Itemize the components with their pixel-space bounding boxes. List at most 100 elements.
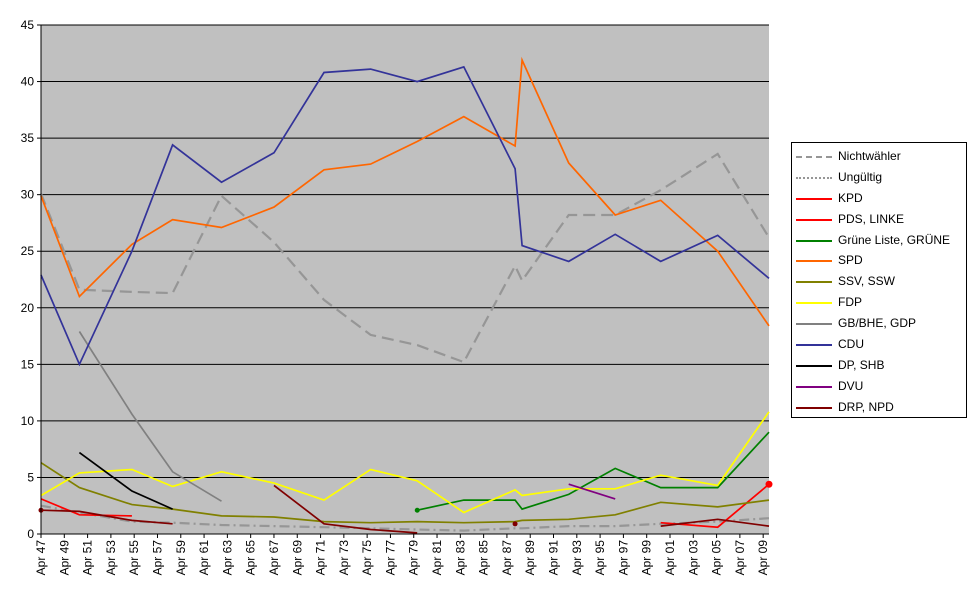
x-tick-label: Apr 87 <box>500 540 514 576</box>
x-tick-label: Apr 01 <box>663 540 677 576</box>
x-tick-label: Apr 55 <box>127 540 141 576</box>
legend-item: Nichtwähler <box>792 146 966 167</box>
legend-swatch <box>796 385 832 388</box>
y-tick-label: 15 <box>21 357 35 371</box>
legend-label: Ungültig <box>838 169 883 184</box>
legend-swatch <box>796 364 832 367</box>
legend-swatch <box>796 302 832 305</box>
x-tick-label: Apr 47 <box>34 540 48 576</box>
x-tick-label: Apr 05 <box>710 540 724 576</box>
marker-pds-linke <box>765 480 773 488</box>
legend-label: GB/BHE, GDP <box>838 316 917 331</box>
legend: Nichtwähler Ungültig KPD PDS, LINKE Grüne Li… <box>791 142 967 418</box>
legend-swatch <box>796 197 832 200</box>
series-line-kpd <box>40 498 132 517</box>
x-tick-label: Apr 91 <box>547 540 561 576</box>
series-line-ssv-ssw <box>40 461 770 524</box>
legend-label: Nichtwähler <box>838 149 901 163</box>
legend-swatch <box>796 406 832 409</box>
legend-swatch <box>796 156 832 158</box>
legend-label: KPD <box>838 190 863 205</box>
y-axis-ticks: 0 5 10 15 20 25 30 35 40 45 <box>21 18 41 541</box>
legend-item: DRP, NPD <box>792 397 966 418</box>
x-tick-label: Apr 57 <box>150 540 164 576</box>
x-tick-label: Apr 09 <box>756 540 770 576</box>
legend-swatch <box>796 218 832 221</box>
x-tick-label: Apr 79 <box>407 540 421 576</box>
legend-label: Grüne Liste, GRÜNE <box>838 232 951 247</box>
x-tick-label: Apr 75 <box>360 540 374 576</box>
series-line-nichtw-hler <box>39 152 770 364</box>
series-line-dvu <box>568 483 616 500</box>
y-tick-label: 45 <box>21 18 35 32</box>
series-line-drp-npd <box>273 484 418 534</box>
legend-swatch <box>796 281 832 284</box>
x-tick-label: Apr 69 <box>290 540 304 576</box>
legend-label: DP, SHB <box>838 357 885 372</box>
y-tick-label: 5 <box>27 470 34 484</box>
y-tick-label: 10 <box>21 414 35 428</box>
gridlines <box>41 24 769 478</box>
x-axis-ticks: Apr 47 Apr 49 Apr 51 Apr 53 Apr 55 Apr 57 Apr … <box>34 534 770 575</box>
y-tick-label: 25 <box>21 244 35 258</box>
legend-item: DVU <box>792 376 966 397</box>
x-tick-label: Apr 73 <box>337 540 351 576</box>
marker-gr-ne-liste-gr-ne <box>414 507 420 513</box>
legend-item: CDU <box>792 334 966 355</box>
legend-item: PDS, LINKE <box>792 209 966 230</box>
x-tick-label: Apr 71 <box>314 540 328 576</box>
y-tick-label: 40 <box>21 75 35 89</box>
y-tick-label: 35 <box>21 131 35 145</box>
axes <box>40 25 769 535</box>
legend-item: KPD <box>792 188 966 209</box>
y-tick-label: 20 <box>21 301 35 315</box>
x-tick-label: Apr 63 <box>220 540 234 576</box>
series-line-dp-shb <box>78 451 173 510</box>
x-tick-label: Apr 97 <box>616 540 630 576</box>
x-tick-label: Apr 65 <box>244 540 258 576</box>
legend-label: FDP <box>838 295 862 310</box>
x-tick-label: Apr 59 <box>174 540 188 576</box>
x-tick-label: Apr 07 <box>733 540 747 576</box>
legend-label: CDU <box>838 337 864 352</box>
x-tick-label: Apr 81 <box>430 540 444 576</box>
x-tick-label: Apr 03 <box>686 540 700 576</box>
x-tick-label: Apr 83 <box>453 540 467 576</box>
series-line-gb-bhe-gdp <box>78 331 222 502</box>
series-line-gr-ne-liste-gr-ne <box>417 431 770 512</box>
series-lines <box>38 56 773 534</box>
legend-item: DP, SHB <box>792 355 966 376</box>
marker-drp-npd <box>512 521 518 527</box>
legend-item: SPD <box>792 250 966 271</box>
legend-item: GB/BHE, GDP <box>792 313 966 334</box>
x-tick-label: Apr 51 <box>81 540 95 576</box>
series-line-drp-npd <box>40 509 173 525</box>
x-tick-label: Apr 85 <box>477 540 491 576</box>
legend-swatch <box>796 260 832 263</box>
series-line-cdu <box>40 65 770 367</box>
legend-swatch <box>796 239 832 242</box>
legend-item: Ungültig <box>792 167 966 188</box>
legend-label: DRP, NPD <box>838 399 894 414</box>
x-tick-label: Apr 93 <box>570 540 584 576</box>
legend-item: Grüne Liste, GRÜNE <box>792 230 966 251</box>
x-tick-label: Apr 95 <box>593 540 607 576</box>
x-tick-label: Apr 53 <box>104 540 118 576</box>
x-tick-label: Apr 49 <box>57 540 71 576</box>
legend-item: SSV, SSW <box>792 271 966 292</box>
x-tick-label: Apr 99 <box>640 540 654 576</box>
x-tick-label: Apr 89 <box>523 540 537 576</box>
legend-swatch <box>796 176 832 179</box>
legend-item: FDP <box>792 292 966 313</box>
legend-swatch <box>796 344 832 347</box>
y-tick-label: 30 <box>21 188 35 202</box>
legend-label: PDS, LINKE <box>838 211 905 226</box>
y-tick-label: 0 <box>27 527 34 541</box>
x-tick-label: Apr 67 <box>267 540 281 576</box>
x-tick-label: Apr 77 <box>383 540 397 576</box>
series-line-fdp <box>40 411 770 514</box>
legend-swatch <box>796 323 832 326</box>
series-line-spd <box>40 56 770 327</box>
series-line-drp-npd <box>660 518 770 527</box>
